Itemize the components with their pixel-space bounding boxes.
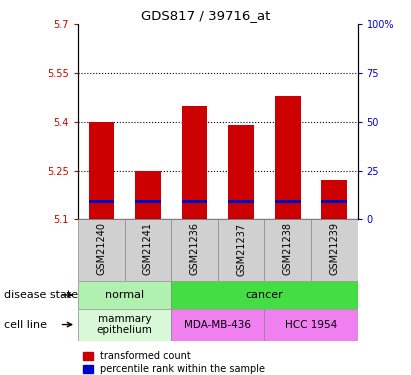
Text: GDS817 / 39716_at: GDS817 / 39716_at — [141, 9, 270, 22]
Bar — [89, 122, 114, 219]
FancyBboxPatch shape — [264, 219, 311, 281]
Bar — [275, 200, 300, 204]
Bar — [321, 200, 347, 204]
Bar — [135, 171, 161, 219]
FancyBboxPatch shape — [78, 219, 125, 281]
Text: cancer: cancer — [245, 290, 283, 300]
Bar — [135, 200, 161, 204]
FancyBboxPatch shape — [125, 219, 171, 281]
Bar — [228, 200, 254, 204]
FancyBboxPatch shape — [218, 219, 264, 281]
FancyBboxPatch shape — [171, 281, 358, 309]
Text: GSM21241: GSM21241 — [143, 222, 153, 276]
FancyBboxPatch shape — [311, 219, 358, 281]
Text: GSM21239: GSM21239 — [329, 222, 339, 276]
Text: GSM21238: GSM21238 — [283, 222, 293, 276]
Bar — [228, 125, 254, 219]
FancyBboxPatch shape — [78, 281, 171, 309]
Text: GSM21237: GSM21237 — [236, 222, 246, 276]
Text: disease state: disease state — [4, 290, 78, 300]
FancyBboxPatch shape — [264, 309, 358, 340]
Text: MDA-MB-436: MDA-MB-436 — [184, 320, 252, 330]
FancyBboxPatch shape — [78, 309, 171, 340]
Bar — [275, 96, 300, 219]
FancyBboxPatch shape — [171, 309, 264, 340]
Bar — [89, 200, 114, 204]
Text: HCC 1954: HCC 1954 — [285, 320, 337, 330]
Text: cell line: cell line — [4, 320, 47, 330]
Bar — [321, 180, 347, 219]
Text: mammary
epithelium: mammary epithelium — [97, 314, 152, 335]
Text: GSM21236: GSM21236 — [189, 222, 199, 276]
Text: normal: normal — [105, 290, 144, 300]
FancyBboxPatch shape — [171, 219, 218, 281]
Text: GSM21240: GSM21240 — [97, 222, 106, 276]
Bar — [182, 200, 207, 204]
Legend: transformed count, percentile rank within the sample: transformed count, percentile rank withi… — [83, 351, 266, 374]
Bar — [182, 106, 207, 219]
